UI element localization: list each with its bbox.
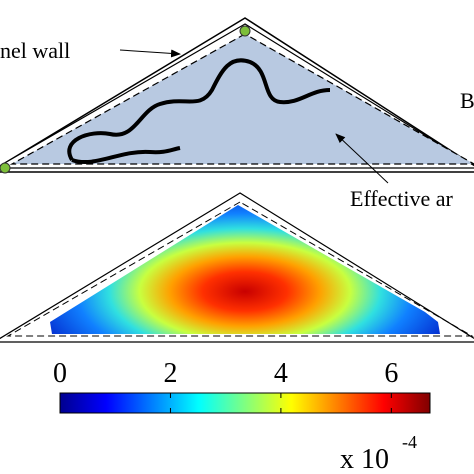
arrow	[335, 133, 389, 184]
wall-label: nel wall	[0, 38, 70, 63]
colorbar-scale	[59, 392, 431, 414]
channel-diagram: nel wall B Effective ar	[0, 17, 474, 211]
node	[239, 25, 251, 37]
trajectory	[67, 58, 331, 162]
colorbar-multiplier: x 10	[340, 444, 389, 474]
side-label: B	[460, 88, 474, 113]
colorbar-tick-label: 0	[53, 358, 67, 389]
arrow	[119, 49, 181, 58]
area-label: Effective ar	[350, 186, 453, 211]
colorbar-tick-label: 2	[163, 358, 177, 389]
effective-area	[9, 33, 474, 165]
colorbar-tick-label: 6	[384, 358, 398, 389]
heatmap	[50, 205, 440, 334]
colorbar-exponent: -4	[402, 432, 417, 452]
trajectory	[71, 146, 181, 165]
outer-wall	[0, 17, 474, 173]
colorbar: x 10 -4 0 2 4 6	[53, 358, 431, 474]
density-map	[0, 192, 474, 343]
colorbar-tick-label: 4	[274, 358, 288, 389]
effective-area	[6, 201, 474, 337]
node	[0, 162, 11, 174]
outer-wall	[0, 192, 474, 343]
